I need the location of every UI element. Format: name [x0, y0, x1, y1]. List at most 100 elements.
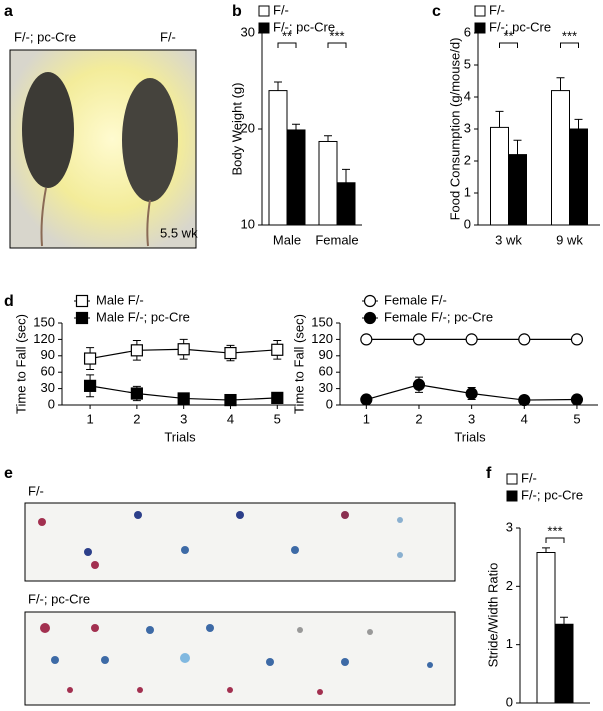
panel-label: b	[232, 3, 242, 20]
y-axis-label: Time to Fall (sec)	[13, 314, 28, 414]
row-label: F/-	[28, 483, 44, 498]
legend-label: Female F/-	[384, 292, 447, 307]
y-tick-label: 120	[311, 331, 333, 346]
legend-marker	[363, 294, 377, 308]
x-tick-label: 9 wk	[556, 232, 583, 247]
y-tick-label: 4	[464, 88, 471, 103]
y-axis-label: Stride/Width Ratio	[485, 563, 500, 668]
x-tick-label: Male	[273, 232, 301, 247]
x-tick-label: 2	[415, 411, 422, 426]
y-tick-label: 90	[319, 347, 333, 362]
legend-swatch	[258, 22, 270, 34]
y-tick-label: 1	[506, 636, 513, 651]
data-point	[177, 392, 190, 405]
y-tick-label: 1	[464, 184, 471, 199]
y-tick-label: 60	[41, 364, 55, 379]
x-tick-label: 2	[133, 411, 140, 426]
x-tick-label: 3	[468, 411, 475, 426]
y-axis-label: Body Weight (g)	[229, 83, 244, 176]
data-point	[83, 379, 97, 392]
legend-marker	[75, 294, 89, 308]
x-tick-label: Female	[315, 232, 358, 247]
bar	[551, 90, 570, 226]
y-tick-label: 30	[41, 380, 55, 395]
bar	[336, 182, 356, 226]
bar	[536, 552, 556, 704]
data-point	[570, 333, 584, 346]
row-label: F/-; pc-Cre	[28, 591, 90, 606]
age-label: 5.5 wk	[160, 225, 198, 240]
y-tick-label: 3	[506, 519, 513, 534]
error-bar	[495, 110, 504, 128]
bar	[569, 128, 588, 226]
panel-label: c	[432, 3, 441, 20]
y-tick-label: 2	[464, 152, 471, 167]
significance-label: **	[503, 28, 513, 43]
data-point	[271, 343, 284, 356]
legend-label: Male F/-; pc-Cre	[96, 309, 190, 324]
x-tick-label: 4	[521, 411, 528, 426]
y-tick-label: 150	[33, 314, 55, 329]
legend-label: F/-; pc-Cre	[273, 19, 335, 34]
data-point	[360, 393, 373, 406]
y-tick-label: 5	[464, 56, 471, 71]
data-point	[360, 333, 373, 346]
x-tick-label: 3	[180, 411, 187, 426]
bar	[490, 126, 509, 226]
data-point	[83, 352, 97, 365]
legend-label: F/-; pc-Cre	[521, 487, 583, 502]
significance-bracket	[545, 537, 565, 543]
legend-label: Female F/-; pc-Cre	[384, 309, 493, 324]
x-tick-label: 4	[227, 411, 234, 426]
significance-bracket	[327, 42, 347, 48]
data-point	[177, 343, 190, 356]
genotype-label: F/-; pc-Cre	[14, 29, 76, 44]
y-tick-label: 150	[311, 314, 333, 329]
legend-label: F/-; pc-Cre	[489, 19, 551, 34]
panel-label: a	[4, 3, 13, 20]
y-tick-label: 0	[48, 396, 55, 411]
mouse	[22, 72, 74, 188]
legend-marker	[75, 311, 89, 325]
bar	[554, 623, 574, 704]
data-point	[271, 391, 284, 404]
data-point	[570, 393, 584, 406]
y-tick-label: 3	[464, 120, 471, 135]
error-bar	[574, 118, 583, 129]
legend-swatch	[474, 5, 486, 17]
y-tick-label: 2	[506, 578, 513, 593]
significance-bracket	[277, 42, 297, 48]
panel-label: f	[486, 465, 492, 482]
x-tick-label: 5	[573, 411, 580, 426]
legend-label: F/-	[273, 2, 289, 17]
panel-label: e	[4, 465, 13, 482]
y-axis-label: Time to Fall (sec)	[291, 314, 306, 414]
legend-swatch	[506, 473, 518, 485]
footprints	[40, 623, 433, 695]
tail	[40, 187, 47, 247]
y-tick-label: 30	[241, 24, 255, 39]
error-bar	[513, 139, 522, 155]
y-tick-label: 120	[33, 331, 55, 346]
significance-label: ***	[562, 28, 577, 43]
legend-swatch	[506, 490, 518, 502]
legend-swatch	[474, 22, 486, 34]
data-point	[224, 346, 237, 360]
error-bar	[292, 123, 300, 130]
y-tick-label: 30	[319, 380, 333, 395]
mouse	[122, 78, 178, 202]
panel-label: d	[4, 293, 14, 310]
y-tick-label: 20	[241, 120, 255, 135]
x-axis-label: Trials	[164, 429, 196, 444]
significance-label: **	[282, 28, 292, 43]
data-point	[465, 387, 478, 400]
data-point	[412, 378, 426, 391]
significance-bracket	[499, 42, 518, 48]
x-axis-label: Trials	[454, 429, 486, 444]
x-tick-label: 5	[274, 411, 281, 426]
bar	[286, 129, 306, 226]
tail	[146, 199, 151, 247]
error-bar	[342, 168, 350, 183]
x-tick-label: 3 wk	[495, 232, 522, 247]
